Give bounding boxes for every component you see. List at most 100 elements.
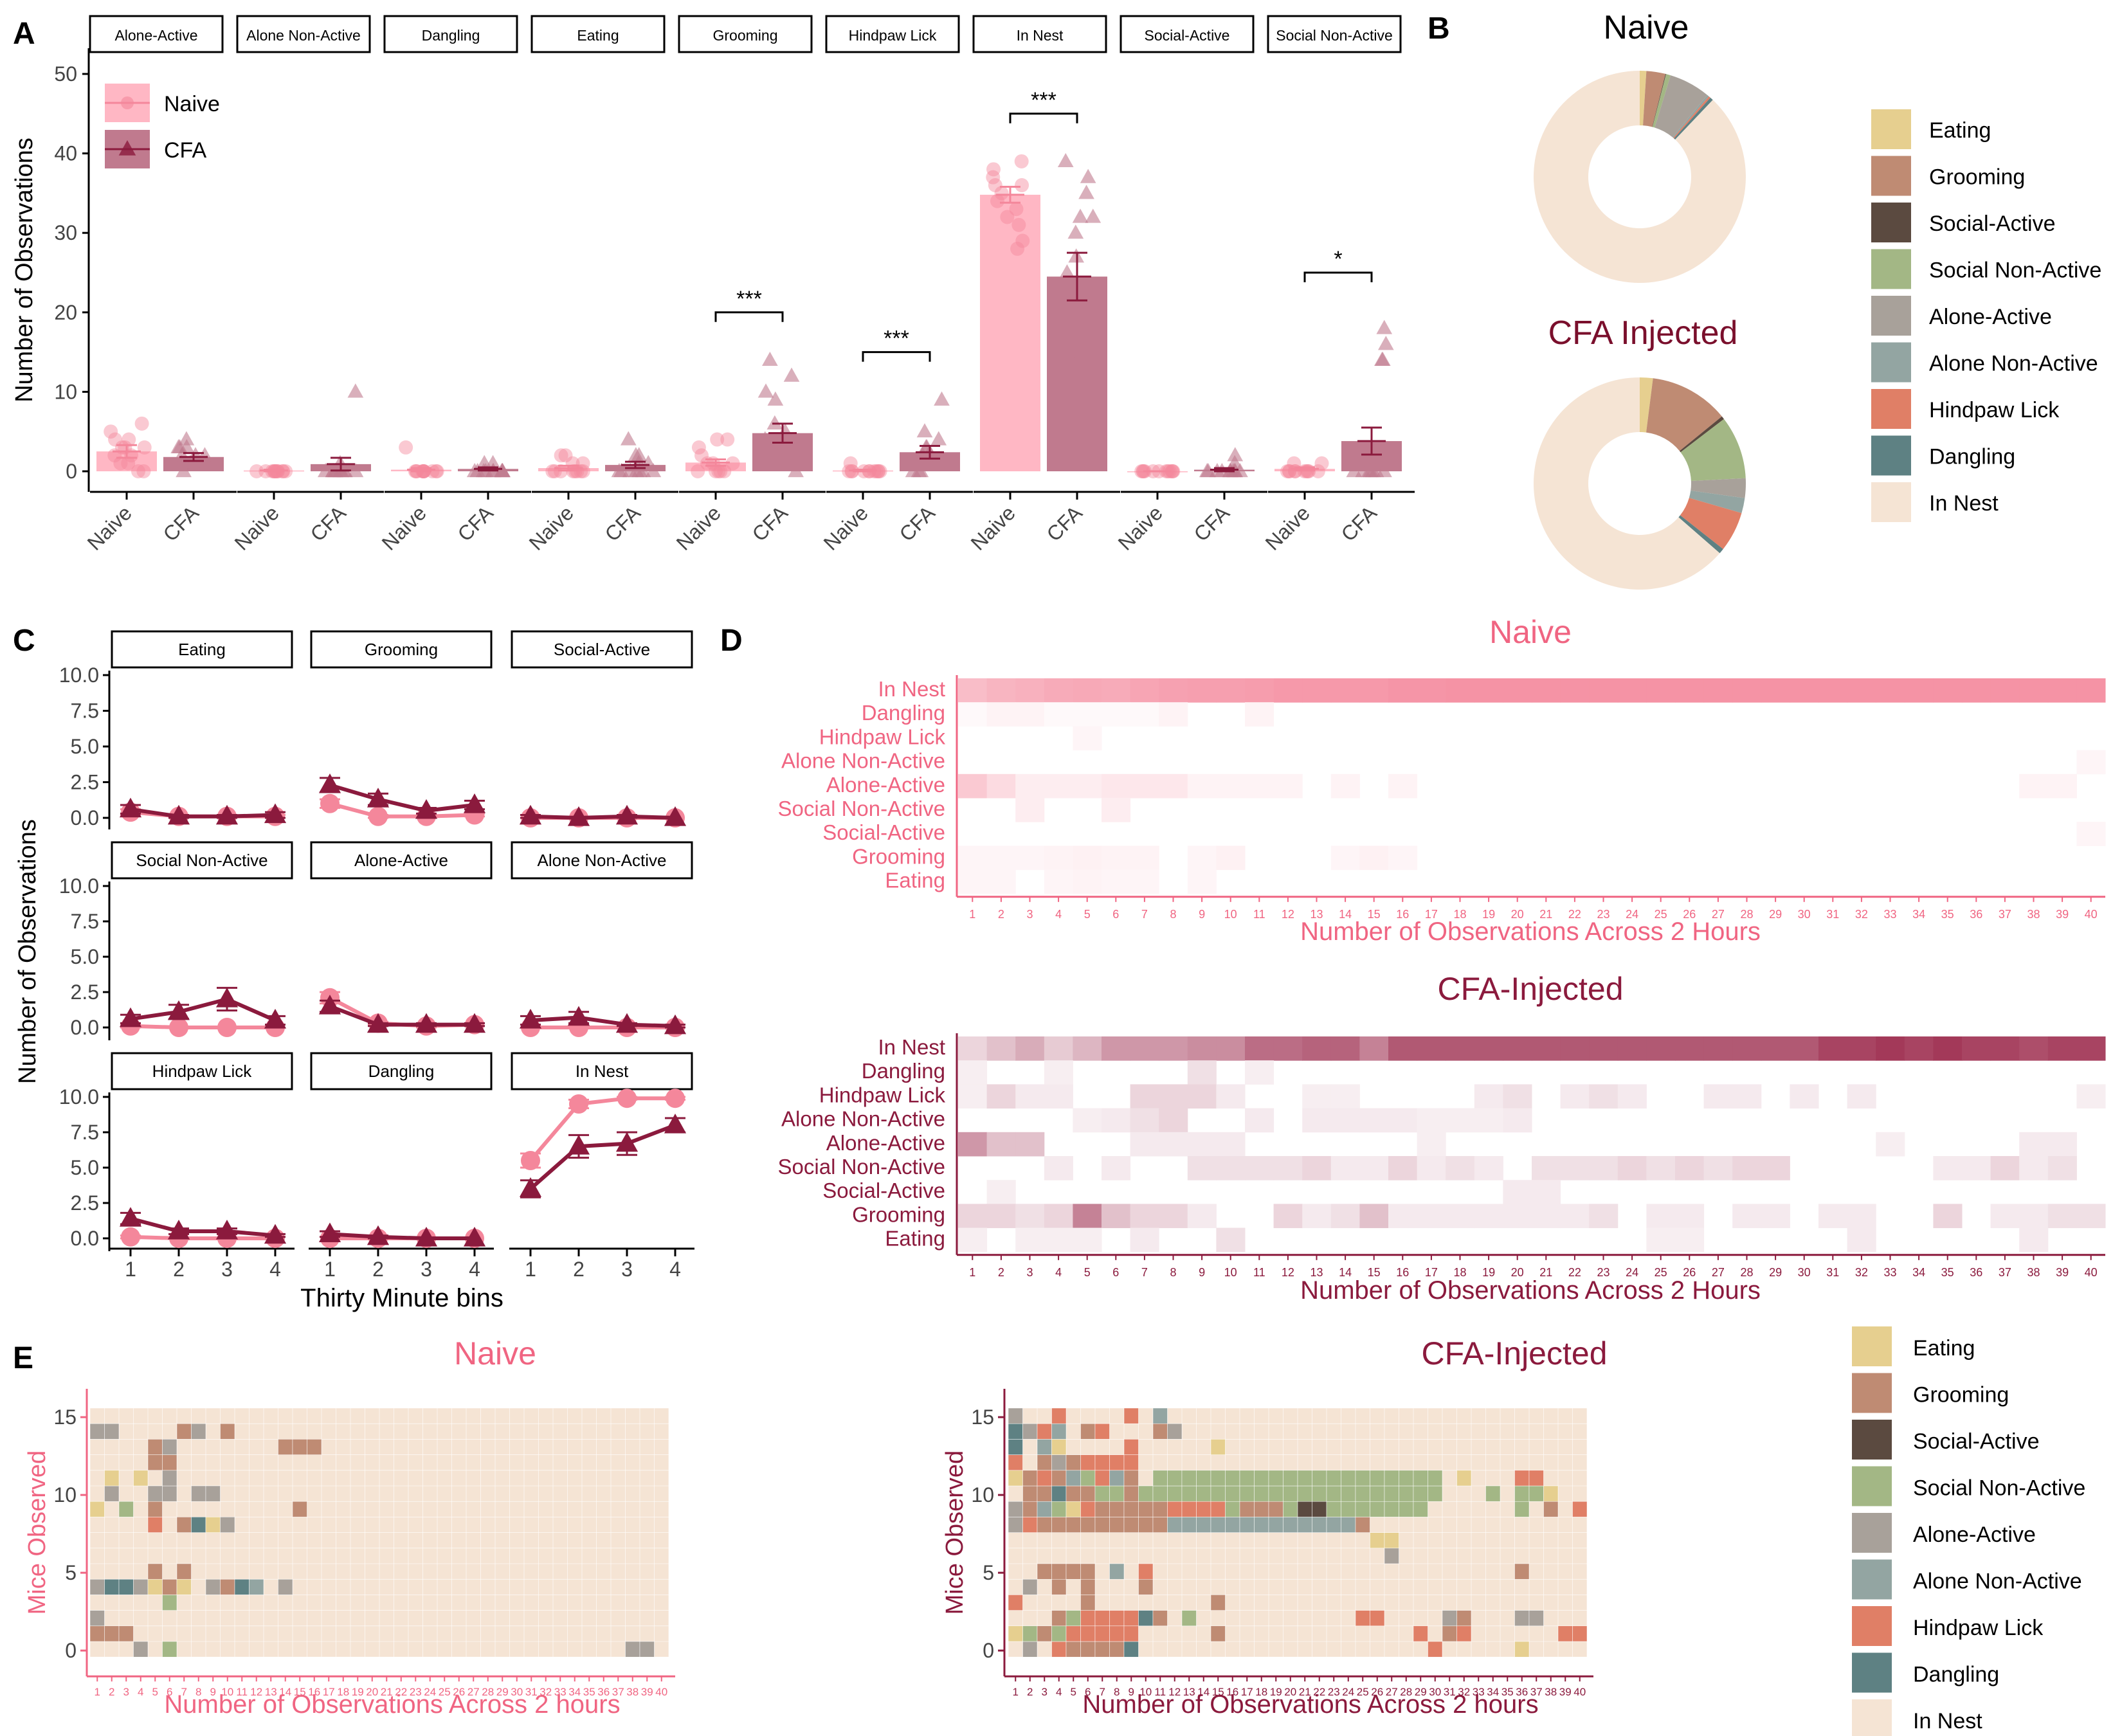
panel-a-sig-stars: *** (736, 287, 762, 311)
panel-a-x-tick-label: CFA (1336, 501, 1381, 546)
panel-a-naive-point (113, 456, 128, 471)
panel-b-slice (1689, 491, 1745, 514)
panel-e-cell (1167, 1470, 1183, 1487)
panel-a-naive-point (717, 464, 732, 478)
panel-c-y-tick-label: 5.0 (71, 945, 99, 968)
panel-e-cell (1094, 1501, 1110, 1517)
panel-d-cell (1159, 773, 1188, 799)
panel-d-x-tick-label: 18 (1453, 1266, 1466, 1279)
panel-d-cell (1675, 1156, 1705, 1180)
panel-e-cell (1051, 1485, 1067, 1502)
panel-d-cell (1302, 1204, 1332, 1229)
panel-e-cell (1239, 1470, 1255, 1487)
panel-e-cell (133, 1470, 149, 1487)
panel-a-cfa-point (930, 431, 947, 446)
panel-a-cfa-point (1355, 463, 1372, 478)
panel-c-naive-point (521, 1151, 540, 1170)
panel-d-cell (1102, 773, 1131, 799)
panel-d-cell (1962, 678, 1991, 703)
panel-d-row-label: Social Non-Active (778, 1155, 945, 1179)
panel-d-x-tick-label: 39 (2056, 1266, 2069, 1279)
panel-c-x-tick-label: 2 (372, 1258, 384, 1281)
panel-d-cell (1044, 773, 1073, 799)
panel-d-x-tick-label: 4 (1055, 908, 1062, 921)
panel-d-cell (1130, 1204, 1159, 1229)
panel-e-cell (1210, 1625, 1226, 1642)
panel-d-cell (1102, 1108, 1131, 1133)
panel-d-cell (1330, 1084, 1360, 1109)
panel-e-cell (1022, 1423, 1038, 1440)
panel-e-cell (1239, 1501, 1255, 1517)
panel-d-cell (1330, 845, 1360, 871)
panel-b-legend-key (1871, 203, 1911, 242)
panel-c-facet-strip (511, 841, 693, 880)
panel-e-cell (1051, 1501, 1067, 1517)
panel-d-cell (1446, 1204, 1475, 1229)
panel-d-cell (1732, 1156, 1762, 1180)
panel-d-x-tick-label: 35 (1941, 1266, 1954, 1279)
panel-d-cell (1015, 1084, 1045, 1109)
panel-e-x-tick-label: 37 (612, 1686, 624, 1698)
panel-c-x-label: Thirty Minute bins (300, 1284, 503, 1312)
panel-c-cfa-point (367, 788, 390, 808)
panel-b-slice (1646, 378, 1722, 451)
panel-d-cell (1245, 1108, 1274, 1133)
panel-c-facet-label: Alone-Active (354, 851, 448, 870)
panel-a-naive-point (554, 448, 568, 463)
panel-d-x-tick-label: 18 (1453, 908, 1466, 921)
panel-d-cell (958, 1204, 988, 1229)
panel-d-cell (958, 869, 988, 894)
panel-e-x-tick-label: 32 (1458, 1686, 1470, 1698)
panel-d-cell (1216, 773, 1246, 799)
panel-d-cell (1560, 1204, 1590, 1229)
panel-b-slice (1673, 96, 1710, 139)
panel-c-x-tick-label: 3 (621, 1258, 633, 1281)
panel-a-facet-strip (530, 15, 666, 53)
panel-a-naive-point (121, 456, 136, 471)
panel-e-cell (147, 1485, 163, 1502)
panel-e-cell (1543, 1501, 1559, 1517)
panel-e-x-tick-label: 14 (1197, 1686, 1210, 1698)
panel-e-cell (205, 1578, 221, 1595)
panel-c-x-tick-label: 1 (525, 1258, 536, 1281)
panel-c-cfa-point (664, 1014, 687, 1035)
panel-a-naive-point (1136, 464, 1150, 478)
panel-e-cell (1037, 1470, 1052, 1487)
panel-e-x-tick-label: 16 (308, 1686, 320, 1698)
panel-d-cell (1330, 1036, 1360, 1061)
panel-c-facet-label: Social Non-Active (136, 851, 268, 870)
panel-e-y-tick-label: 15 (971, 1406, 994, 1429)
panel-d-cell (1617, 1036, 1647, 1061)
panel-e-legend-label: Alone Non-Active (1913, 1569, 2082, 1594)
panel-e-cell (1037, 1439, 1052, 1455)
panel-c-line (530, 814, 676, 820)
panel-e-cell (1341, 1501, 1356, 1517)
panel-e-cell (234, 1578, 249, 1595)
panel-d-cell (1474, 1204, 1503, 1229)
panel-a-naive-point (711, 464, 726, 478)
panel-d-cell (1187, 1060, 1217, 1085)
panel-e-cell (1109, 1470, 1125, 1487)
panel-c-y-tick-label: 10.0 (59, 664, 99, 687)
panel-a-legend-cfa-marker (118, 140, 136, 156)
panel-a-cfa-point (1227, 447, 1244, 462)
panel-e-cell (104, 1625, 120, 1642)
panel-a-x-tick-label: Naive (83, 501, 136, 554)
panel-c-cfa-point (167, 804, 190, 825)
panel-e-cell (1109, 1485, 1125, 1502)
panel-e-cell (1080, 1454, 1096, 1471)
panel-e-cell (1123, 1439, 1139, 1455)
panel-b-slice (1691, 478, 1746, 498)
panel-e-x-tick-label: 19 (1270, 1686, 1282, 1698)
panel-d-cell (1187, 1036, 1217, 1061)
panel-e-cell (133, 1578, 149, 1595)
panel-d-x-tick-label: 17 (1425, 1266, 1438, 1279)
panel-c-cfa-point (567, 1006, 590, 1026)
panel-c-cfa-point (567, 1135, 590, 1155)
panel-e-x-tick-label: 2 (109, 1686, 114, 1698)
panel-d-cell (1503, 678, 1532, 703)
panel-e-cell (1037, 1454, 1052, 1471)
panel-e-cell (147, 1454, 163, 1471)
panel-d-row-label: Grooming (852, 844, 945, 868)
panel-e-cell (1297, 1517, 1312, 1533)
